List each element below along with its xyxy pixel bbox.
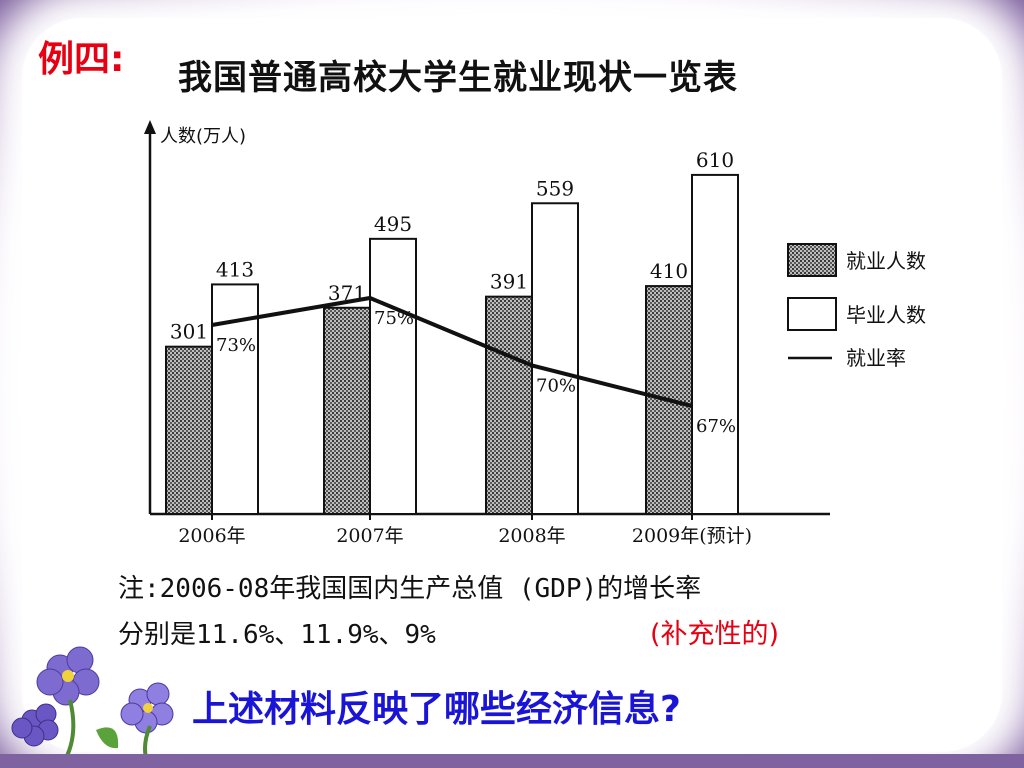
bar-label-graduates: 559 (536, 176, 574, 200)
employment-rate-line (211, 295, 693, 408)
gdp-note-line-1: 注:2006-08年我国国内生产总值 (GDP)的增长率 (118, 574, 702, 604)
discussion-question: 上述材料反映了哪些经济信息? (192, 689, 681, 730)
bar-employed (323, 306, 371, 515)
employment-chart: 人数(万人)3014132006年3714952007年3915592008年4… (144, 120, 926, 547)
bar-label-employed: 391 (490, 270, 528, 294)
bar-graduates (691, 173, 739, 515)
supplementary-label: (补充性的) (650, 619, 780, 650)
slide-bottom-border (0, 754, 1024, 768)
bar-employed (165, 345, 213, 515)
flower-decoration-icon (11, 646, 174, 768)
x-tick-label: 2008年 (498, 525, 565, 547)
legend-label-rate: 就业率 (846, 346, 906, 370)
x-tick-label: 2007年 (336, 525, 403, 547)
x-tick-label: 2006年 (178, 525, 245, 547)
bar-label-graduates: 413 (216, 257, 254, 281)
bar-employed (485, 295, 533, 515)
bar-label-employed: 301 (170, 320, 208, 344)
legend-swatch-employed (787, 243, 837, 277)
example-tag: 例四: (38, 39, 125, 80)
rate-label: 73% (216, 335, 256, 356)
slide-title: 我国普通高校大学生就业现状一览表 (178, 58, 738, 98)
legend-label-graduates: 毕业人数 (846, 303, 926, 327)
y-axis-label: 人数(万人) (160, 126, 246, 147)
rate-label: 67% (696, 416, 736, 437)
rate-label: 75% (374, 308, 414, 329)
bar-label-graduates: 495 (374, 212, 412, 236)
legend-label-employed: 就业人数 (846, 249, 926, 273)
bar-graduates (369, 237, 417, 516)
gdp-note: 注:2006-08年我国国内生产总值 (GDP)的增长率 分别是11.6%、11… (118, 566, 978, 658)
bar-label-employed: 410 (650, 259, 688, 283)
bar-label-graduates: 610 (696, 148, 734, 172)
gdp-note-line-2: 分别是11.6%、11.9%、9% (118, 620, 436, 650)
rate-label: 70% (536, 376, 576, 397)
legend-swatch-graduates (787, 297, 837, 331)
y-axis-arrow (144, 120, 156, 134)
bar-graduates (531, 202, 579, 515)
x-tick-label: 2009年(预计) (632, 525, 752, 547)
